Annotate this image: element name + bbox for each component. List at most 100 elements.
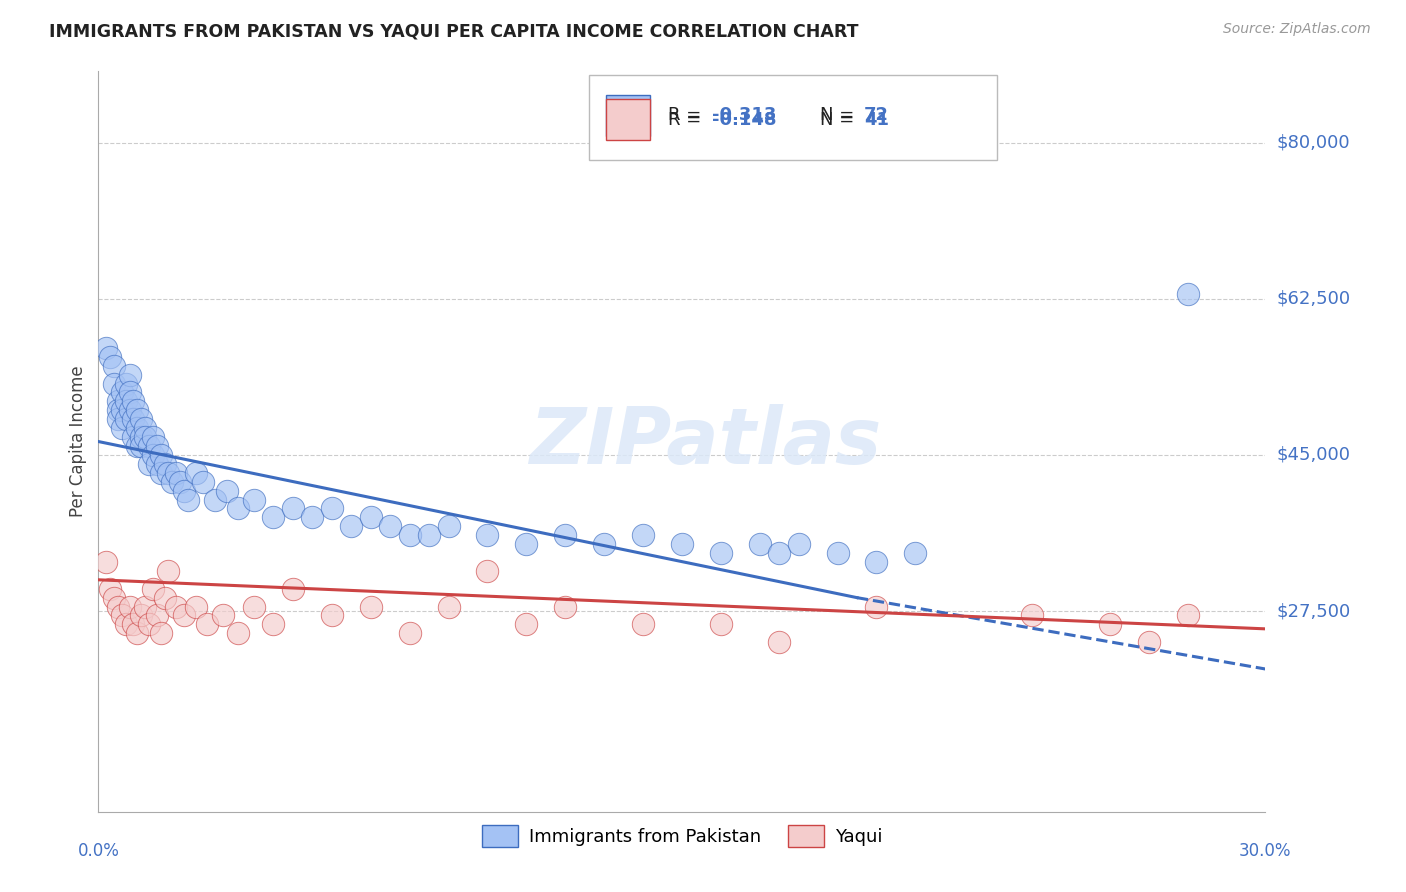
Point bbox=[228, 501, 250, 516]
Point bbox=[768, 546, 790, 560]
Point bbox=[865, 599, 887, 614]
Point bbox=[127, 421, 149, 435]
Point bbox=[301, 510, 323, 524]
Point bbox=[142, 582, 165, 596]
Bar bbox=[606, 95, 651, 136]
Point bbox=[710, 617, 733, 632]
Point bbox=[1137, 635, 1160, 649]
Text: N =: N = bbox=[820, 106, 859, 124]
Point bbox=[111, 608, 134, 623]
Point bbox=[122, 617, 145, 632]
Text: -0.313: -0.313 bbox=[713, 106, 776, 124]
Point bbox=[1177, 608, 1199, 623]
Y-axis label: Per Capita Income: Per Capita Income bbox=[69, 366, 87, 517]
Point bbox=[134, 421, 156, 435]
Point bbox=[1177, 287, 1199, 301]
Point bbox=[787, 537, 810, 551]
Point bbox=[554, 528, 576, 542]
Point bbox=[281, 501, 304, 516]
Point bbox=[114, 412, 136, 426]
Point bbox=[195, 617, 218, 632]
Text: 30.0%: 30.0% bbox=[1239, 842, 1292, 860]
Point bbox=[114, 394, 136, 409]
Text: $62,500: $62,500 bbox=[1277, 290, 1351, 308]
Point bbox=[122, 430, 145, 444]
Point bbox=[146, 457, 169, 471]
Point bbox=[96, 555, 118, 569]
Point bbox=[593, 537, 616, 551]
Point bbox=[134, 430, 156, 444]
Point bbox=[212, 608, 235, 623]
Point bbox=[127, 439, 149, 453]
Point bbox=[138, 617, 160, 632]
Point bbox=[281, 582, 304, 596]
Point bbox=[515, 537, 537, 551]
Point bbox=[184, 466, 207, 480]
Point bbox=[149, 626, 172, 640]
Text: $27,500: $27,500 bbox=[1277, 602, 1351, 620]
Point bbox=[768, 635, 790, 649]
Text: R =: R = bbox=[668, 106, 707, 124]
Point bbox=[169, 475, 191, 489]
Point bbox=[631, 617, 654, 632]
Point bbox=[138, 439, 160, 453]
Point bbox=[118, 368, 141, 382]
Point bbox=[671, 537, 693, 551]
Point bbox=[631, 528, 654, 542]
Point bbox=[134, 599, 156, 614]
Point bbox=[177, 492, 200, 507]
Text: R =: R = bbox=[668, 111, 707, 128]
Point bbox=[157, 466, 180, 480]
Bar bbox=[606, 100, 651, 140]
Point bbox=[215, 483, 238, 498]
Point bbox=[118, 403, 141, 417]
Point bbox=[111, 403, 134, 417]
Point bbox=[129, 430, 152, 444]
Point bbox=[477, 528, 499, 542]
Point bbox=[228, 626, 250, 640]
Point bbox=[122, 394, 145, 409]
Text: -0.148: -0.148 bbox=[713, 111, 776, 128]
Point bbox=[153, 457, 176, 471]
Point bbox=[360, 510, 382, 524]
Point bbox=[146, 439, 169, 453]
Point bbox=[243, 599, 266, 614]
Text: 0.0%: 0.0% bbox=[77, 842, 120, 860]
Point bbox=[111, 421, 134, 435]
Point bbox=[173, 483, 195, 498]
Text: $80,000: $80,000 bbox=[1277, 134, 1350, 152]
Point bbox=[748, 537, 770, 551]
Point bbox=[437, 519, 460, 533]
Point bbox=[398, 528, 420, 542]
Point bbox=[103, 376, 125, 391]
Legend: Immigrants from Pakistan, Yaqui: Immigrants from Pakistan, Yaqui bbox=[474, 818, 890, 855]
Point bbox=[107, 599, 129, 614]
Text: ZIPatlas: ZIPatlas bbox=[529, 403, 882, 480]
Point bbox=[340, 519, 363, 533]
Point bbox=[157, 564, 180, 578]
Point bbox=[865, 555, 887, 569]
Point bbox=[165, 466, 187, 480]
Point bbox=[98, 582, 121, 596]
Point bbox=[118, 385, 141, 400]
Point bbox=[1021, 608, 1043, 623]
Point bbox=[149, 448, 172, 462]
Point bbox=[146, 608, 169, 623]
Point bbox=[204, 492, 226, 507]
Point bbox=[107, 394, 129, 409]
Point bbox=[153, 591, 176, 605]
Point bbox=[107, 412, 129, 426]
Point bbox=[710, 546, 733, 560]
Point bbox=[114, 617, 136, 632]
Point bbox=[418, 528, 440, 542]
Point bbox=[107, 403, 129, 417]
Point bbox=[437, 599, 460, 614]
Point bbox=[554, 599, 576, 614]
Point bbox=[184, 599, 207, 614]
Point bbox=[122, 412, 145, 426]
Point bbox=[142, 448, 165, 462]
Text: $45,000: $45,000 bbox=[1277, 446, 1351, 464]
Point bbox=[165, 599, 187, 614]
Point bbox=[262, 510, 284, 524]
Text: IMMIGRANTS FROM PAKISTAN VS YAQUI PER CAPITA INCOME CORRELATION CHART: IMMIGRANTS FROM PAKISTAN VS YAQUI PER CA… bbox=[49, 22, 859, 40]
